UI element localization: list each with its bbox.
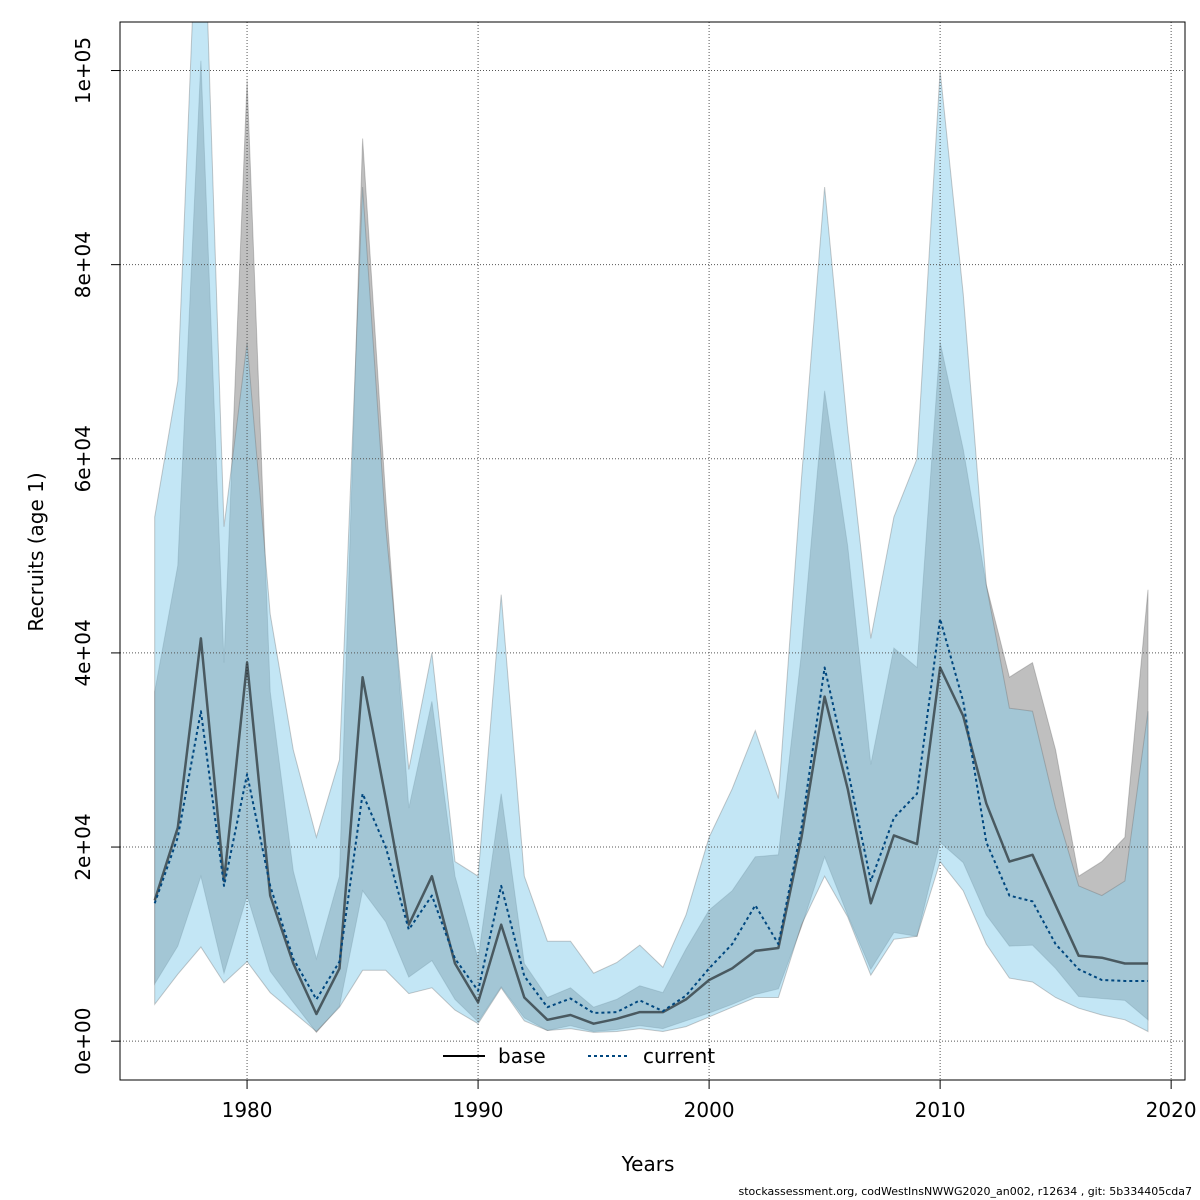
y-tick-label-1e+05: 1e+05 (71, 37, 95, 104)
series-line-current (153, 617, 1148, 1014)
plot-frame (119, 21, 1186, 1081)
confidence-bands (154, 22, 1149, 1034)
x-axis-title: Years (621, 1152, 675, 1176)
x-tick-label-2020: 2020 (1146, 1098, 1197, 1122)
series-line-base (153, 637, 1148, 1025)
y-tick-label-2e+04: 2e+04 (71, 813, 95, 880)
x-tick-label-1990: 1990 (453, 1098, 504, 1122)
band-current (154, 22, 1149, 1033)
y-tick-label-6e+04: 6e+04 (71, 425, 95, 492)
y-tick-label-0e+00: 0e+00 (71, 1008, 95, 1075)
legend-current-label: current (643, 1044, 715, 1068)
x-tick-label-2000: 2000 (684, 1098, 735, 1122)
y-axis-title: Recruits (age 1) (24, 472, 48, 631)
legend: base current (443, 1044, 715, 1068)
legend-base-label: base (498, 1044, 546, 1068)
y-axis: 0e+00 2e+04 4e+04 6e+04 8e+04 1e+05 (71, 37, 120, 1075)
footer-source-text: stockassessment.org, codWestInsNWWG2020_… (738, 1185, 1192, 1198)
x-tick-label-2010: 2010 (915, 1098, 966, 1122)
x-tick-label-1980: 1980 (222, 1098, 273, 1122)
series-lines (153, 617, 1148, 1025)
grid-lines (120, 22, 1185, 1080)
x-axis: 1980 1990 2000 2010 2020 (222, 1080, 1197, 1122)
y-tick-label-4e+04: 4e+04 (71, 619, 95, 686)
y-tick-label-8e+04: 8e+04 (71, 231, 95, 298)
